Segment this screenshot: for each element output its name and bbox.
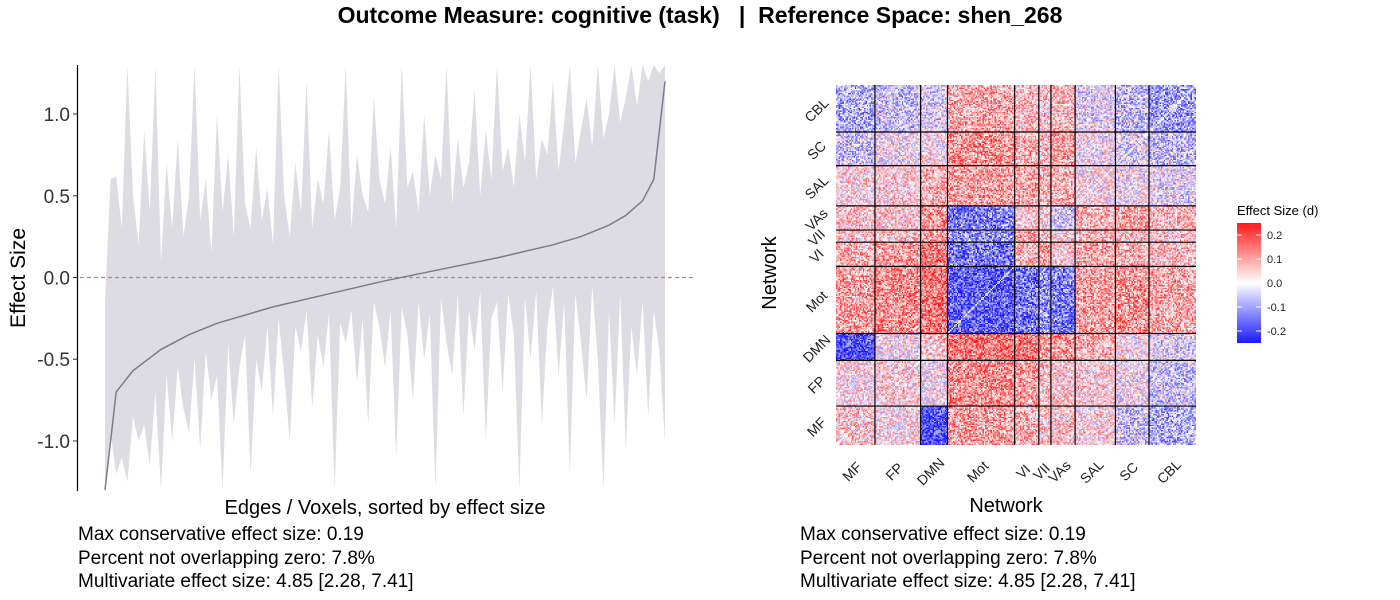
y-tick-label: 0.5 <box>44 187 70 208</box>
x-network-label: SAL <box>1077 456 1107 486</box>
x-network-label: VI <box>1013 461 1034 482</box>
stat-percent-nonzero: Percent not overlapping zero: 7.8% <box>800 547 1097 569</box>
x-network-label: FP <box>882 459 906 483</box>
x-axis-label: Network <box>969 495 1043 517</box>
x-axis-label: Edges / Voxels, sorted by effect size <box>225 497 546 519</box>
legend-tick-label: -0.1 <box>1267 302 1286 314</box>
y-network-label: VI <box>806 245 827 266</box>
legend-group: Effect Size (d) 0.2 0.1 0.0 -0.1 -0.2 <box>1237 203 1318 343</box>
y-tick-label: 0.0 <box>44 269 70 290</box>
y-network-label: CBL <box>801 95 832 126</box>
y-network-label: Mot <box>803 287 831 315</box>
y-network-label: VII <box>805 226 828 249</box>
legend-tick-label: 0.2 <box>1267 230 1282 242</box>
legend-tick-label: -0.2 <box>1267 326 1286 338</box>
x-network-label: VII <box>1030 460 1053 483</box>
stat-multivariate: Multivariate effect size: 4.85 [2.28, 7.… <box>78 571 414 592</box>
effect-size-line <box>104 81 666 491</box>
effect-size-line-chart: -1.0 -0.5 0.0 0.5 1.0 Edges / Voxels, sorted … <box>7 65 693 519</box>
legend-title: Effect Size (d) <box>1237 203 1318 218</box>
y-network-label: DMN <box>800 331 834 365</box>
heatmap-cells <box>836 85 1196 445</box>
stats-left: Max conservative effect size: 0.19 Perce… <box>78 523 414 594</box>
y-tick-label: -0.5 <box>37 350 70 371</box>
x-network-label: DMN <box>914 455 948 489</box>
y-network-label: SC <box>804 138 829 163</box>
legend-colorbar <box>1237 223 1261 343</box>
axes-group: -1.0 -0.5 0.0 0.5 1.0 Edges / Voxels, sorted … <box>7 65 545 519</box>
stats-right: Max conservative effect size: 0.19 Perce… <box>800 523 1136 594</box>
y-network-label: MF <box>804 414 830 440</box>
stat-multivariate: Multivariate effect size: 4.85 [2.28, 7.… <box>800 571 1136 592</box>
effect-line-group <box>80 81 693 491</box>
y-network-label: VAs <box>802 205 831 234</box>
legend-tick-label: 0.0 <box>1267 278 1282 290</box>
figure-title: Outcome Measure: cognitive (task) | Refe… <box>337 2 1063 28</box>
y-axis-label: Network <box>759 235 781 309</box>
y-network-label: SAL <box>801 172 831 202</box>
y-tick-label: 1.0 <box>44 105 70 126</box>
y-tick-label: -1.0 <box>37 432 70 453</box>
network-boundary-group <box>836 85 1196 445</box>
x-network-label: SC <box>1116 459 1141 484</box>
heatmap-cells-group <box>836 85 1196 445</box>
x-network-label: CBL <box>1154 456 1185 487</box>
stat-percent-nonzero: Percent not overlapping zero: 7.8% <box>78 547 375 569</box>
y-network-label: FP <box>804 373 828 397</box>
legend-tick-label: 0.1 <box>1267 254 1282 266</box>
y-axis-label: Effect Size <box>7 228 30 328</box>
heatmap-labels-group: MFMFFPFPDMNDMNMotMotVIVIVIIVIIVAsVAsSALS… <box>759 95 1184 517</box>
x-network-label: VAs <box>1045 457 1074 486</box>
x-network-label: Mot <box>964 457 992 485</box>
x-network-label: MF <box>839 459 865 485</box>
stat-max-conservative: Max conservative effect size: 0.19 <box>800 524 1086 545</box>
stat-max-conservative: Max conservative effect size: 0.19 <box>78 524 364 545</box>
